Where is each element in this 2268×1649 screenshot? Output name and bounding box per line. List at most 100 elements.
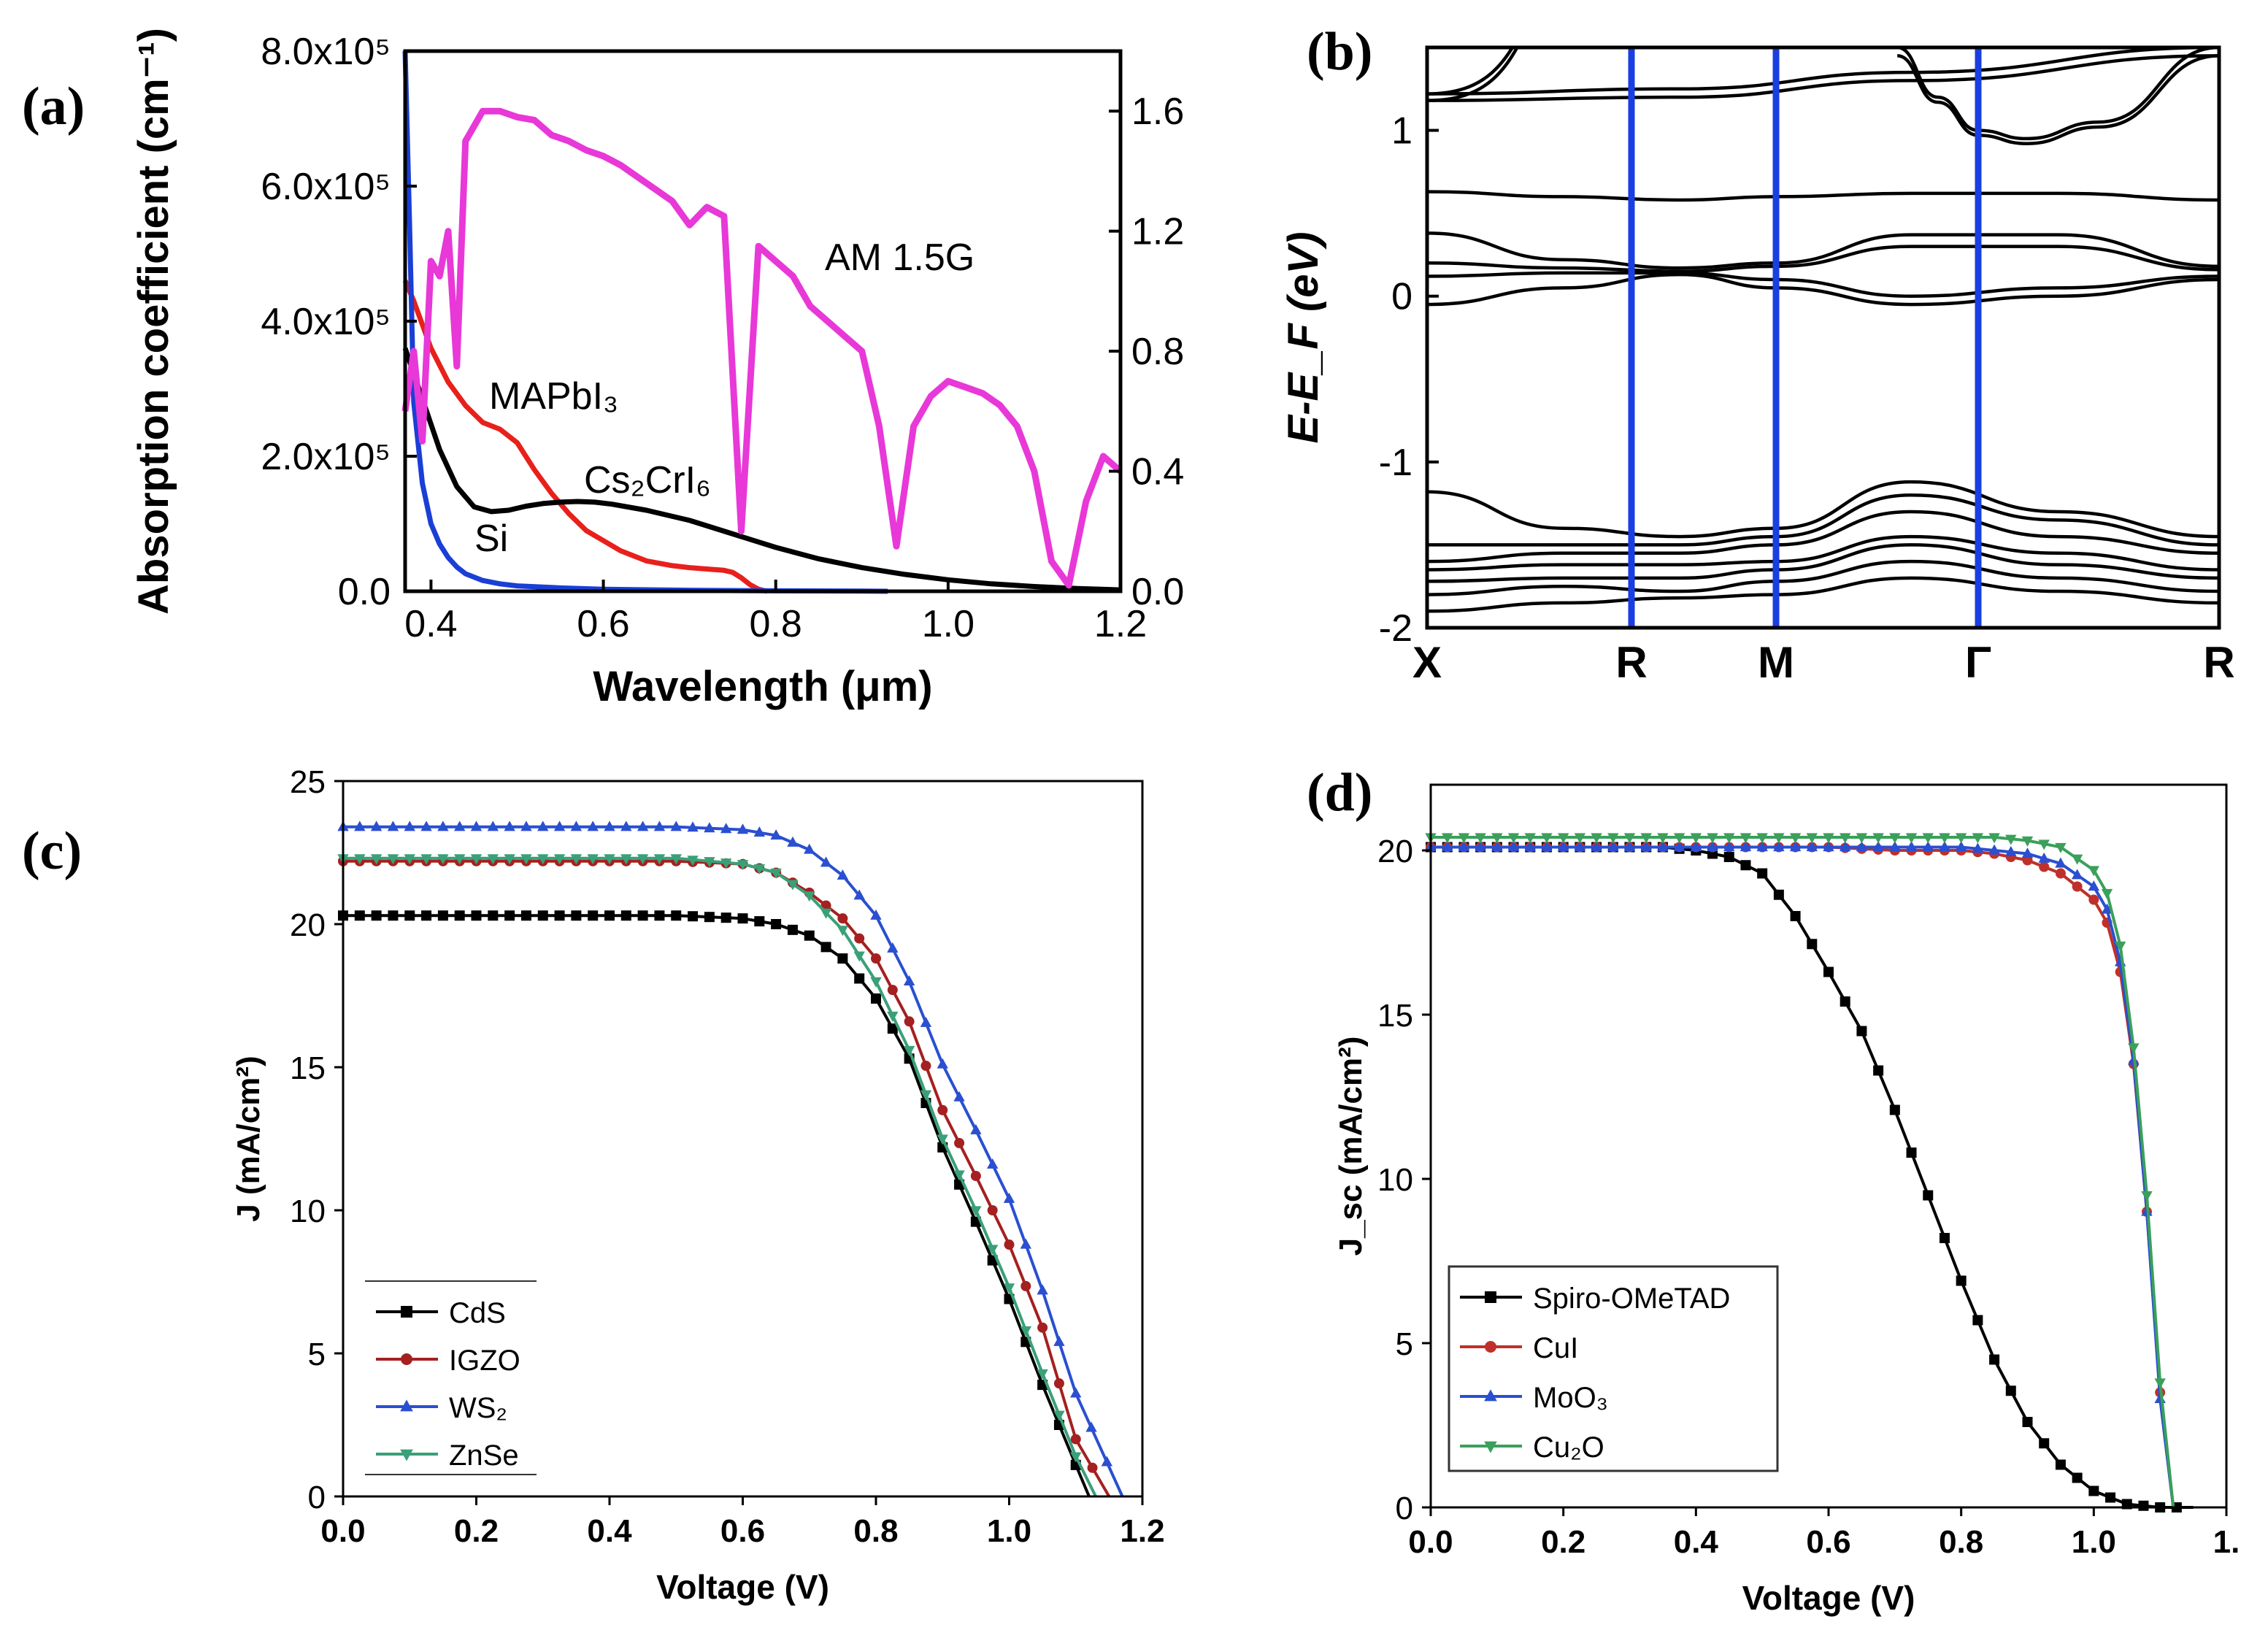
band-line [1427,576,2219,613]
data-point [1657,841,1669,852]
data-point [404,820,415,831]
data-point [1923,1190,1934,1201]
data-point [770,829,782,840]
data-point [1707,833,1718,844]
data-point [2141,1191,2153,1202]
data-point [2101,903,2113,914]
data-point [1623,841,1636,852]
data-point [2114,941,2126,952]
data-point [2138,1500,2149,1511]
data-point [487,820,499,831]
data-point [937,1104,948,1115]
x-tick-label: 0.2 [454,1513,499,1549]
data-point [704,912,715,923]
data-point [1906,1148,1917,1158]
band-line [1896,47,2219,141]
x-axis-title: Wavelength (μm) [593,663,932,710]
data-point [1053,1410,1065,1421]
data-point [504,854,515,865]
data-point [887,942,899,953]
data-point [2088,880,2100,891]
series-label-2: Si [474,518,508,560]
data-point [553,820,566,831]
data-point [1740,833,1752,844]
data-point [488,910,499,921]
data-point [770,868,782,879]
k-point-label: M [1758,638,1794,687]
data-point [1591,841,1602,852]
data-point [1823,833,1834,844]
data-point [1458,841,1470,852]
data-point [401,1306,412,1318]
data-point [2088,866,2100,877]
data-point [387,820,399,831]
data-point [871,953,881,964]
data-point [571,910,582,921]
data-point [1484,1441,1497,1453]
data-point [1673,833,1685,844]
plot-frame-b [1425,45,2221,630]
y-tick-label: 20 [1377,834,1413,869]
data-point [970,1123,982,1134]
series-line-0 [402,280,768,594]
band-line [1427,493,2219,547]
data-point [1053,1378,1064,1389]
y-tick-label: 6.0x10⁵ [261,166,391,208]
data-point [1640,841,1652,852]
y-tick-label: 15 [1377,998,1413,1034]
data-point [1756,833,1768,844]
data-point [704,822,715,833]
data-point [470,820,483,831]
data-point [986,1245,999,1256]
data-point [2038,839,2050,850]
y2-tick-label: 1.2 [1131,211,1184,253]
data-point [2088,1485,2099,1496]
data-point [387,854,399,865]
data-point [400,1399,413,1412]
data-point [1988,833,2000,844]
y2-tick-label: 0.8 [1131,331,1184,373]
data-point [754,916,765,927]
x-tick-label: 0.4 [587,1513,632,1549]
data-point [370,854,383,865]
data-point [2055,842,2067,853]
data-point [487,854,499,865]
data-point [737,823,749,834]
k-point-label: Γ [1965,638,1991,687]
data-point [404,854,415,865]
data-point [453,854,466,865]
data-point [2039,1438,2050,1449]
chart-a: 0.4 0.6 0.8 1.0 1.20.02.0x10⁵4.0x10⁵6.0x10⁵8… [130,28,1184,710]
data-point [620,820,632,831]
data-point [737,913,748,924]
data-point [737,860,749,871]
data-point [787,836,799,847]
band-line [1427,559,2219,596]
data-point [986,1158,999,1169]
data-point [1707,841,1718,852]
data-point [1690,833,1702,844]
series-label-1: Cs₂CrI₆ [584,459,711,501]
data-point [1085,1421,1097,1432]
data-point [2005,834,2017,845]
x-tick-label: 0.8 [853,1513,898,1549]
data-point [1955,841,1967,852]
data-point [970,1170,981,1181]
data-point [970,1206,982,1217]
band-line [1427,47,1519,102]
data-point [837,869,849,880]
data-point [570,820,583,831]
band-line [1427,190,2219,202]
data-point [2088,894,2099,905]
data-point [2021,836,2034,847]
data-point [587,820,599,831]
data-point [1507,833,1520,844]
data-point [1922,841,1934,852]
data-point [2128,1043,2140,1054]
data-point [1723,841,1735,852]
data-point [504,820,515,831]
x-tick-label: 1.0 [922,603,975,645]
y-tick-label: 0 [1396,1491,1413,1526]
chart-c: 0.0 0.2 0.4 0.6 0.8 1.0 1.2 0 5 10 15 20 25 Voltage (… [231,764,1165,1606]
x-tick-label: 0.2 [1541,1524,1585,1560]
